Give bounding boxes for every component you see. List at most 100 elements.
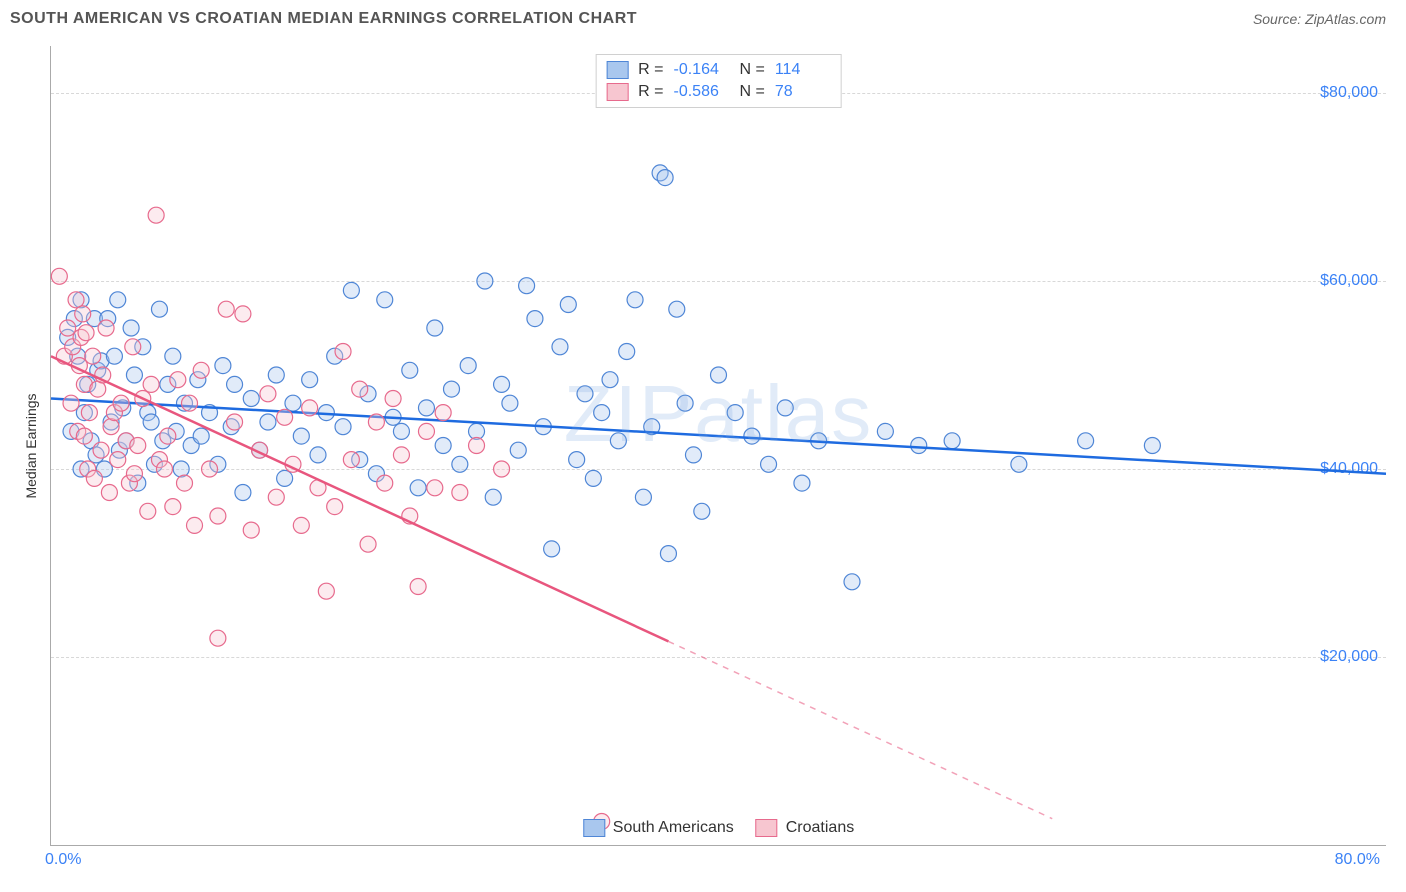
data-point	[60, 320, 76, 336]
data-point	[243, 522, 259, 538]
data-point	[210, 630, 226, 646]
legend-row: R =-0.164N =114	[606, 59, 831, 81]
data-point	[602, 372, 618, 388]
data-point	[494, 376, 510, 392]
data-point	[156, 461, 172, 477]
data-point	[460, 358, 476, 374]
legend-row: R =-0.586N =78	[606, 81, 831, 103]
data-point	[165, 499, 181, 515]
legend-swatch	[606, 61, 628, 79]
data-point	[660, 546, 676, 562]
data-point	[177, 475, 193, 491]
data-point	[477, 273, 493, 289]
data-point	[368, 414, 384, 430]
data-point	[410, 579, 426, 595]
data-point	[227, 376, 243, 392]
data-point	[577, 386, 593, 402]
data-point	[1144, 438, 1160, 454]
data-point	[844, 574, 860, 590]
data-point	[81, 405, 97, 421]
data-point	[657, 170, 673, 186]
data-point	[140, 503, 156, 519]
legend-item: South Americans	[583, 819, 734, 837]
data-point	[635, 489, 651, 505]
data-point	[243, 391, 259, 407]
legend-n-value: 78	[775, 83, 831, 101]
data-point	[911, 438, 927, 454]
data-point	[327, 499, 343, 515]
data-point	[85, 348, 101, 364]
data-point	[594, 405, 610, 421]
data-point	[106, 348, 122, 364]
data-point	[777, 400, 793, 416]
data-point	[569, 452, 585, 468]
data-point	[285, 395, 301, 411]
data-point	[113, 395, 129, 411]
data-point	[151, 301, 167, 317]
data-point	[148, 207, 164, 223]
data-point	[727, 405, 743, 421]
data-point	[160, 428, 176, 444]
data-point	[101, 485, 117, 501]
data-point	[402, 362, 418, 378]
data-point	[711, 367, 727, 383]
data-point	[944, 433, 960, 449]
data-point	[218, 301, 234, 317]
data-point	[202, 461, 218, 477]
data-point	[510, 442, 526, 458]
data-point	[560, 297, 576, 313]
data-point	[310, 447, 326, 463]
data-point	[302, 400, 318, 416]
regression-line-extrapolated	[668, 641, 1052, 818]
data-point	[293, 517, 309, 533]
data-point	[268, 489, 284, 505]
series-legend: South Americans Croatians	[583, 819, 854, 837]
data-point	[393, 447, 409, 463]
data-point	[393, 423, 409, 439]
correlation-legend: R =-0.164N =114R =-0.586N =78	[595, 54, 842, 108]
source-label: Source: ZipAtlas.com	[1253, 11, 1386, 27]
data-point	[452, 456, 468, 472]
data-point	[435, 438, 451, 454]
data-point	[1078, 433, 1094, 449]
data-point	[343, 452, 359, 468]
legend-r-label: R =	[638, 83, 663, 101]
data-point	[126, 367, 142, 383]
legend-n-value: 114	[775, 61, 831, 79]
data-point	[302, 372, 318, 388]
x-tick-label: 80.0%	[1335, 851, 1380, 869]
data-point	[335, 419, 351, 435]
data-point	[335, 344, 351, 360]
data-point	[182, 395, 198, 411]
data-point	[235, 306, 251, 322]
legend-series-label: South Americans	[613, 819, 734, 837]
data-point	[744, 428, 760, 444]
data-point	[110, 292, 126, 308]
data-point	[235, 485, 251, 501]
data-point	[143, 414, 159, 430]
regression-line	[51, 399, 1386, 474]
legend-swatch	[606, 83, 628, 101]
data-point	[123, 320, 139, 336]
data-point	[260, 386, 276, 402]
data-point	[519, 278, 535, 294]
data-point	[544, 541, 560, 557]
legend-r-label: R =	[638, 61, 663, 79]
data-point	[485, 489, 501, 505]
regression-line	[51, 356, 668, 641]
data-point	[210, 508, 226, 524]
data-point	[293, 428, 309, 444]
legend-n-label: N =	[740, 61, 765, 79]
data-point	[877, 423, 893, 439]
data-point	[187, 517, 203, 533]
data-point	[1011, 456, 1027, 472]
legend-series-label: Croatians	[786, 819, 854, 837]
data-point	[215, 358, 231, 374]
legend-n-label: N =	[740, 83, 765, 101]
data-point	[165, 348, 181, 364]
legend-swatch	[756, 819, 778, 837]
data-point	[126, 466, 142, 482]
data-point	[385, 391, 401, 407]
data-point	[360, 536, 376, 552]
legend-swatch	[583, 819, 605, 837]
